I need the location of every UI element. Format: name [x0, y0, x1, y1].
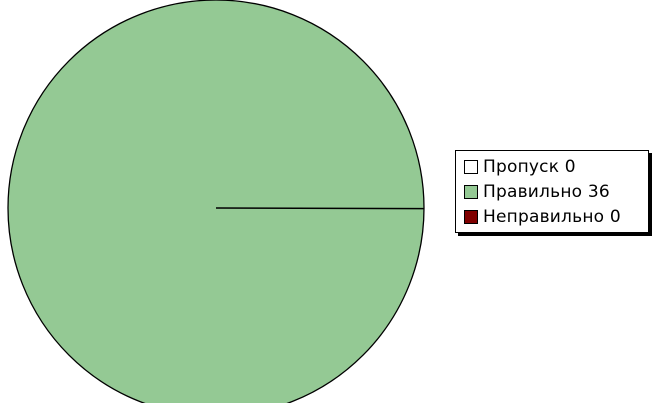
legend-swatch-skip	[464, 159, 478, 174]
legend-item-incorrect: Неправильно 0	[456, 204, 648, 229]
legend-item-skip: Пропуск 0	[456, 154, 648, 179]
legend-label-skip: Пропуск 0	[483, 156, 576, 177]
chart-legend: Пропуск 0 Правильно 36 Неправильно 0	[455, 150, 649, 233]
legend-swatch-incorrect	[464, 209, 478, 224]
legend-label-correct: Правильно 36	[483, 181, 610, 202]
legend-label-incorrect: Неправильно 0	[483, 206, 621, 227]
pie-slices	[7, 0, 425, 403]
pie-slice-boundary-line	[215, 207, 425, 210]
legend-item-correct: Правильно 36	[456, 179, 648, 204]
pie-slice-correct	[7, 0, 425, 403]
legend-swatch-correct	[464, 184, 478, 199]
